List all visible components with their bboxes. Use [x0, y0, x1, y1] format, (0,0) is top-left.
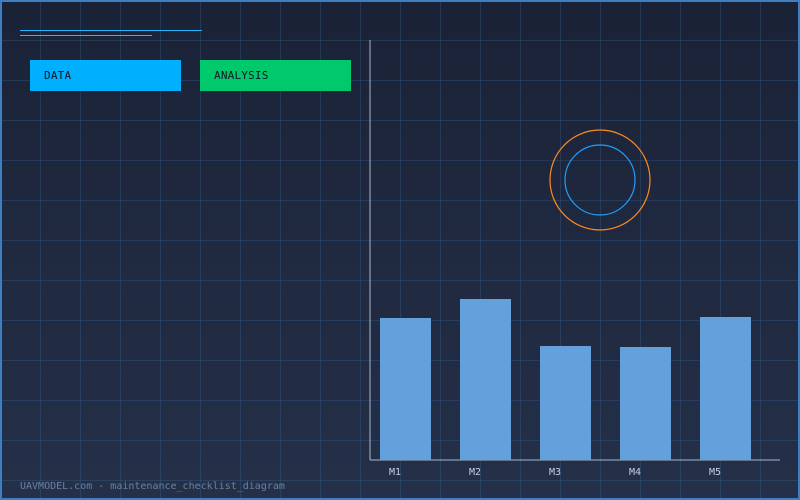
x-tick-label-m5: M5 [709, 467, 721, 478]
header-accent-line [20, 30, 202, 31]
data-button[interactable]: DATA [30, 60, 181, 91]
bar-m1 [380, 318, 431, 460]
x-tick-label-m4: M4 [629, 467, 641, 478]
x-tick-label-m2: M2 [469, 467, 481, 478]
x-tick-label-m3: M3 [549, 467, 561, 478]
inner-ring-indicator [564, 144, 636, 216]
analysis-button[interactable]: ANALYSIS [200, 60, 351, 91]
x-tick-label-m1: M1 [389, 467, 401, 478]
footer-caption: UAVMODEL.com - maintenance_checklist_dia… [20, 481, 285, 492]
bar-m3 [540, 346, 591, 460]
outer-ring-indicator [549, 129, 651, 231]
bar-m2 [460, 299, 511, 460]
header-accent-line-secondary [20, 35, 152, 36]
bars-group: M1 M2 M3 M4 M5 [380, 299, 751, 478]
bar-m5 [700, 317, 751, 460]
bar-m4 [620, 347, 671, 460]
